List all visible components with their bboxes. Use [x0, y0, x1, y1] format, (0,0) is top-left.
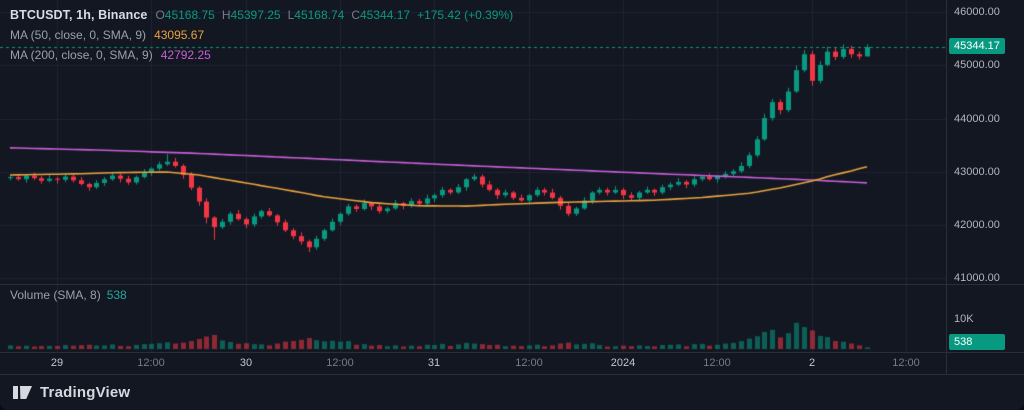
chart-area: BTCUSDT, 1h, Binance O45168.75 H45397.25…	[0, 0, 946, 352]
chart-canvas[interactable]	[0, 0, 946, 352]
ma50-value: 43095.67	[154, 28, 205, 42]
time-axis-label: 31	[427, 357, 441, 369]
time-axis-label: 12:00	[326, 357, 354, 369]
tradingview-logomark-icon	[13, 386, 32, 399]
price-change: +175.42 (+0.39%)	[417, 8, 514, 22]
tradingview-logo[interactable]: TradingView	[12, 384, 130, 401]
ma50-label: MA (50, close, 0, SMA, 9)	[10, 28, 147, 42]
time-axis-label: 12:00	[892, 357, 920, 369]
price-tick-label: 41000.00	[954, 272, 1000, 285]
price-tick-label: 43000.00	[954, 165, 1000, 178]
volume-label: Volume (SMA, 8)	[10, 288, 101, 302]
price-tick-label: 46000.00	[954, 6, 1000, 19]
ohlc-close: C45344.17	[351, 8, 411, 22]
ma200-label: MA (200, close, 0, SMA, 9)	[10, 48, 153, 62]
price-tick-label: 42000.00	[954, 218, 1000, 231]
bottom-toolbar: TradingView	[0, 374, 1024, 410]
time-axis-label: 30	[239, 357, 253, 369]
pane-separator[interactable]	[0, 284, 1024, 285]
ohlc-high: H45397.25	[221, 8, 281, 22]
time-axis[interactable]: 29 12:00 30 12:00 31 12:00 2024 12:00 2 12:00	[0, 352, 1024, 374]
last-price-badge: 45344.17	[949, 38, 1005, 55]
volume-value: 538	[106, 288, 127, 302]
price-tick-label: 44000.00	[954, 112, 1000, 125]
legend: BTCUSDT, 1h, Binance O45168.75 H45397.25…	[10, 5, 513, 65]
ma200-legend-row[interactable]: MA (200, close, 0, SMA, 9) 42792.25	[10, 45, 513, 65]
time-axis-label: 29	[50, 357, 64, 369]
symbol-title[interactable]: BTCUSDT, 1h, Binance	[10, 8, 148, 22]
volume-legend-row[interactable]: Volume (SMA, 8) 538	[10, 288, 127, 302]
ma50-legend-row[interactable]: MA (50, close, 0, SMA, 9) 43095.67	[10, 25, 513, 45]
ohlc-open: O45168.75	[155, 8, 215, 22]
time-axis-label: 12:00	[703, 357, 731, 369]
ohlc-values: O45168.75 H45397.25 L45168.74 C45344.17 …	[155, 8, 513, 22]
ma200-value: 42792.25	[160, 48, 211, 62]
brand-name: TradingView	[40, 384, 131, 401]
symbol-legend-row[interactable]: BTCUSDT, 1h, Binance O45168.75 H45397.25…	[10, 5, 513, 25]
time-axis-label: 12:00	[515, 357, 543, 369]
time-axis-label: 2024	[610, 357, 636, 369]
price-axis[interactable]: 46000.00 45000.00 44000.00 43000.00 42000.00…	[946, 0, 1024, 374]
last-volume-badge: 538	[949, 334, 1005, 350]
time-axis-label: 12:00	[137, 357, 165, 369]
volume-tick-label: 10K	[954, 312, 974, 325]
price-tick-label: 45000.00	[954, 59, 1000, 72]
time-axis-label: 2	[808, 357, 816, 369]
ohlc-low: L45168.74	[287, 8, 345, 22]
